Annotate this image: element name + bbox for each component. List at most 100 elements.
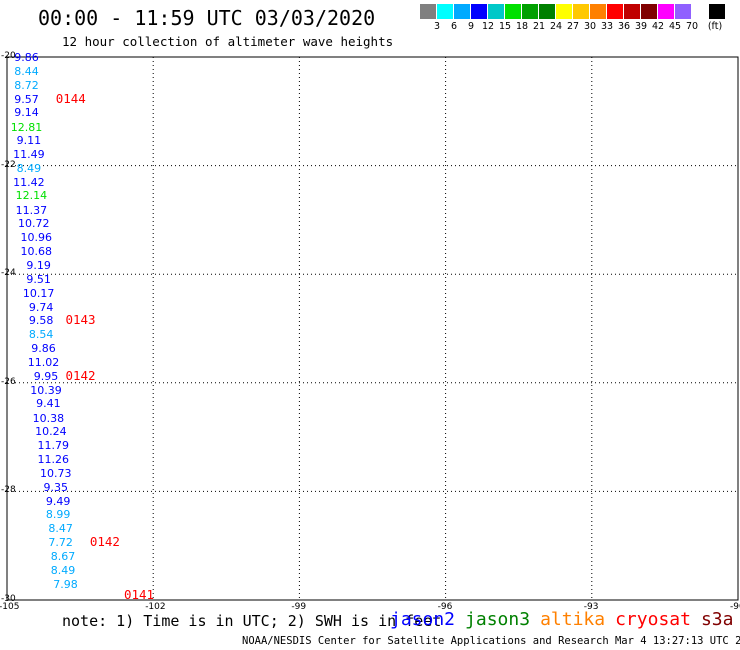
x-tick-label: -102 <box>145 602 166 612</box>
swh-label: 9.35 <box>43 480 68 494</box>
satellite-legend: jason2 jason3 altika cryosat s3a <box>390 609 740 630</box>
swh-label: 9.74 <box>28 300 54 314</box>
legend-swatch <box>488 4 504 19</box>
swh-label: 8.44 <box>14 65 39 79</box>
legend-tick: 39 <box>634 21 648 32</box>
legend-swatch <box>556 4 572 19</box>
legend-tick: 15 <box>498 21 512 32</box>
legend-unit: (ft) <box>707 21 723 32</box>
y-tick-label: -20 <box>1 51 16 61</box>
legend-tick: 70 <box>685 21 699 32</box>
swh-label: 10.38 <box>32 411 65 425</box>
x-tick-label: -90 <box>730 602 740 612</box>
y-tick-label: -30 <box>1 594 16 604</box>
swh-label: 11.26 <box>37 452 70 466</box>
legend-swatch <box>454 4 470 19</box>
swh-label: 8.54 <box>28 328 54 342</box>
time-label: 0143 <box>65 312 96 328</box>
legend-tick: 18 <box>515 21 529 32</box>
swh-label: 12.81 <box>10 120 43 134</box>
legend-swatch <box>709 4 725 19</box>
satellite-name: altika <box>540 609 606 630</box>
legend-tick: 27 <box>566 21 580 32</box>
legend-swatch <box>437 4 453 19</box>
y-tick-label: -26 <box>1 376 16 387</box>
time-label: 0144 <box>55 91 86 107</box>
legend-tick: 6 <box>450 21 458 32</box>
swh-label: 10.17 <box>22 286 55 300</box>
legend-swatch <box>420 4 436 19</box>
swh-label: 8.99 <box>45 508 71 522</box>
swh-label: 9.41 <box>36 397 61 411</box>
swh-label: 9.86 <box>31 342 56 356</box>
time-label: 0142 <box>89 533 120 549</box>
swh-label: 9.49 <box>45 494 71 508</box>
legend-swatch <box>573 4 589 19</box>
swh-label: 12.14 <box>15 189 48 203</box>
swh-label: 8.49 <box>50 563 76 577</box>
y-tick-label: -24 <box>1 268 16 279</box>
swh-label: 8.72 <box>14 78 39 92</box>
swh-label: 11.49 <box>13 148 45 162</box>
satellite-name: jason2 <box>390 609 456 630</box>
note-text: note: 1) Time is in UTC; 2) SWH is in fe… <box>62 612 442 630</box>
legend-swatch <box>539 4 555 19</box>
y-tick-label: -28 <box>1 485 16 496</box>
legend-swatch <box>692 4 708 19</box>
legend-swatch <box>624 4 640 19</box>
swh-label: 11.42 <box>13 175 45 189</box>
legend-tick: 3 <box>433 21 441 32</box>
legend-tick: 36 <box>617 21 631 32</box>
y-tick-label: -22 <box>1 159 16 170</box>
satellite-name: jason3 <box>465 609 531 630</box>
page-title: 00:00 - 11:59 UTC 03/03/2020 <box>38 6 376 30</box>
swh-label: 10.72 <box>18 217 50 231</box>
map-frame <box>6 56 739 601</box>
swh-label: 10.96 <box>20 231 52 245</box>
satellite-name: cryosat <box>615 609 691 630</box>
legend-swatch <box>675 4 691 19</box>
swh-label: 9.57 <box>14 92 39 106</box>
swh-label: 7.72 <box>48 535 73 549</box>
swh-label: 9.11 <box>16 134 42 148</box>
swh-label: 11.79 <box>37 439 70 453</box>
x-tick-label: -93 <box>583 602 599 612</box>
swh-label: 7.98 <box>53 577 78 591</box>
legend-swatch <box>471 4 487 19</box>
legend-swatch <box>505 4 521 19</box>
legend-tick: 42 <box>651 21 665 32</box>
legend-swatch <box>522 4 538 19</box>
legend-swatch <box>607 4 623 19</box>
satellite-name: s3a <box>700 609 734 630</box>
swh-label: 10.39 <box>30 383 62 397</box>
legend-tick: 12 <box>481 21 495 32</box>
legend-tick: 9 <box>467 21 475 32</box>
time-label: 0141 <box>123 586 155 602</box>
x-tick-label: -105 <box>0 602 20 612</box>
swh-label: 9.14 <box>14 106 39 120</box>
swh-label: 9.51 <box>26 272 51 286</box>
swh-label: 11.37 <box>15 203 48 217</box>
swh-label: 9.58 <box>28 314 54 328</box>
swh-label: 8.49 <box>16 161 42 175</box>
swh-label: 9.95 <box>33 369 59 383</box>
page-subtitle: 12 hour collection of altimeter wave hei… <box>62 34 394 49</box>
legend-tick: 30 <box>583 21 597 32</box>
swh-label: 9.86 <box>14 51 39 64</box>
swh-label: 10.73 <box>39 466 72 480</box>
footer-credit: NOAA/NESDIS Center for Satellite Applica… <box>242 635 740 647</box>
swh-label: 8.47 <box>48 522 73 536</box>
time-label: 0142 <box>65 367 96 383</box>
x-tick-label: -99 <box>291 602 307 612</box>
legend-swatch <box>641 4 657 19</box>
legend-swatch <box>590 4 606 19</box>
x-tick-label: -96 <box>437 602 453 612</box>
swh-label: 8.67 <box>50 550 76 564</box>
legend-tick: 21 <box>532 21 546 32</box>
swh-label: 9.19 <box>26 258 51 272</box>
legend-tick: 33 <box>600 21 614 32</box>
swh-label: 11.02 <box>27 356 60 370</box>
legend-tick: 24 <box>549 21 563 32</box>
swh-label: 10.24 <box>35 425 67 439</box>
